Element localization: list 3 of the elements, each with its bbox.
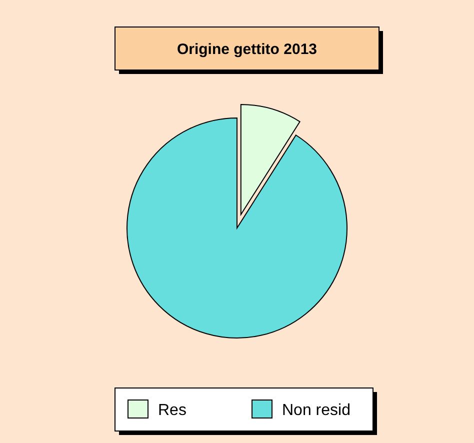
legend-label: Res (158, 402, 186, 419)
legend-label: Non resid (282, 402, 350, 419)
chart-title: Origine gettito 2013 (176, 41, 318, 58)
